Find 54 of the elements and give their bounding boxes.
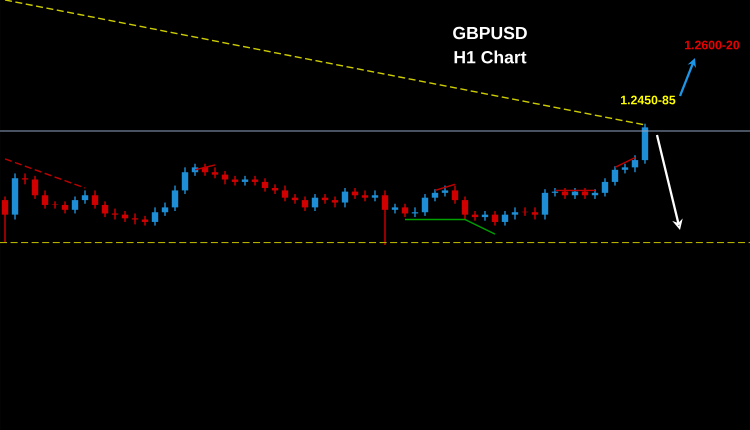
candlestick (102, 200, 108, 218)
candlestick (92, 190, 98, 210)
candlestick (572, 187, 578, 200)
candlestick (512, 206, 518, 220)
candlestick (2, 196, 8, 244)
candlestick (412, 206, 418, 218)
candlestick (562, 187, 568, 200)
candlestick (72, 196, 78, 214)
candlestick (222, 170, 228, 186)
candlestick (282, 184, 288, 202)
candlestick (472, 210, 478, 222)
candlestick (302, 196, 308, 212)
candlestick (492, 210, 498, 226)
text: 1.2600-20 (685, 40, 740, 50)
candlestick (62, 200, 68, 214)
candlestick (502, 210, 508, 226)
candlestick (592, 188, 598, 200)
candlestick (612, 165, 618, 186)
candlestick (582, 187, 588, 200)
chart-title: GBPUSD (453, 26, 527, 40)
candlestick (352, 187, 358, 200)
candlestick (232, 175, 238, 186)
candlestick (42, 190, 48, 210)
candlestick (122, 210, 128, 223)
candlestick (632, 154, 638, 173)
candlestick (172, 184, 178, 212)
candlestick (212, 166, 218, 179)
candlestick (242, 175, 248, 186)
candlestick (272, 184, 278, 195)
candlestick (402, 203, 408, 218)
candlestick (382, 190, 388, 246)
candlestick (532, 206, 538, 220)
text: 1.2450-85 (621, 96, 676, 104)
candlestick (312, 193, 318, 212)
chart-subtitle: H1 Chart (454, 50, 526, 64)
candlestick (392, 203, 398, 214)
candlestick (262, 178, 268, 192)
candlestick (322, 193, 328, 204)
candlestick (182, 166, 188, 195)
candlestick (422, 193, 428, 217)
candlestick (602, 178, 608, 198)
candlestick (342, 187, 348, 208)
candlestick (252, 175, 258, 186)
candlestick (452, 184, 458, 204)
candlestick (622, 163, 628, 174)
candlestick (152, 206, 158, 226)
candlestick (442, 184, 448, 198)
candlestick (542, 188, 548, 220)
candlestick (462, 196, 468, 220)
candlestick (482, 210, 488, 222)
candlestick (332, 196, 338, 208)
candlestick (292, 193, 298, 204)
candlestick (142, 215, 148, 226)
candlestick (32, 175, 38, 200)
